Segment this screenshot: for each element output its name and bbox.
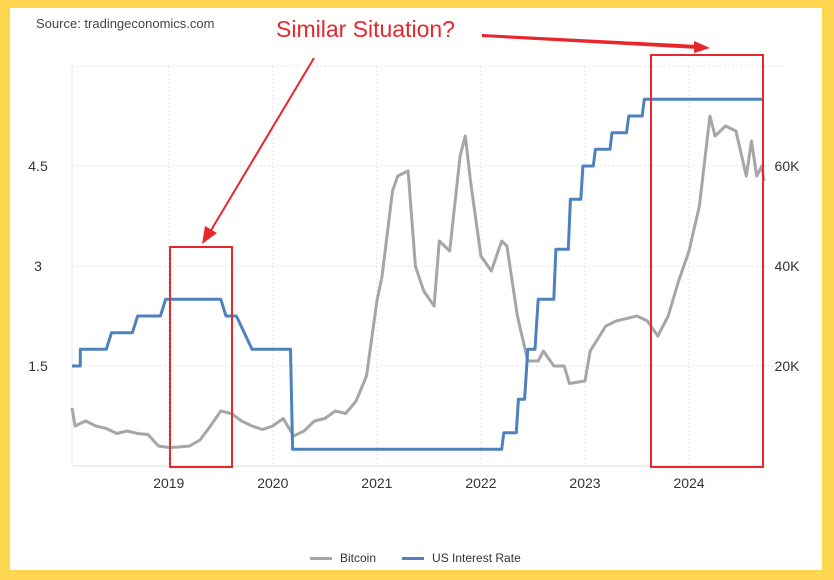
y-left-tick-label: 4.5 bbox=[28, 158, 48, 174]
annotations bbox=[169, 34, 764, 468]
legend-swatch bbox=[310, 556, 332, 560]
highlight-box-2024 bbox=[650, 54, 764, 468]
y-left-tick-label: 1.5 bbox=[28, 358, 48, 374]
grid bbox=[71, 65, 785, 467]
x-tick-label: 2019 bbox=[153, 475, 184, 491]
x-tick-label: 2020 bbox=[257, 475, 288, 491]
arrowhead-right bbox=[694, 41, 710, 53]
y-right-tick-label: 40K bbox=[775, 258, 801, 274]
legend: Bitcoin US Interest Rate bbox=[310, 551, 521, 565]
legend-item-rate[interactable]: US Interest Rate bbox=[402, 551, 521, 565]
series-line-bitcoin bbox=[70, 114, 766, 449]
arrowhead-left bbox=[202, 226, 217, 244]
annotation-title: Similar Situation? bbox=[276, 16, 455, 42]
y-right-tick-label: 20K bbox=[775, 358, 801, 374]
legend-label: US Interest Rate bbox=[432, 551, 521, 565]
legend-swatch bbox=[402, 556, 425, 560]
series-line-us-interest-rate bbox=[72, 97, 762, 451]
x-tick-label: 2022 bbox=[465, 475, 496, 491]
y-left-tick-label: 3 bbox=[34, 258, 42, 274]
arrow-line-left bbox=[209, 57, 315, 233]
source-label: Source: tradingeconomics.com bbox=[36, 16, 215, 31]
series-lines bbox=[70, 97, 766, 451]
chart-panel bbox=[10, 8, 822, 570]
legend-label: Bitcoin bbox=[340, 551, 377, 565]
x-tick-label: 2024 bbox=[673, 475, 704, 491]
ticks: 2019 2020 2021 2022 2023 2024 1.5 3 4.5 20K 40K 60K bbox=[28, 158, 800, 491]
x-tick-label: 2021 bbox=[361, 475, 392, 491]
arrow-line-right bbox=[482, 34, 698, 49]
x-tick-label: 2023 bbox=[569, 475, 600, 491]
highlight-box-2019 bbox=[169, 246, 233, 468]
legend-item-bitcoin[interactable]: Bitcoin bbox=[310, 551, 376, 565]
y-right-tick-label: 60K bbox=[775, 158, 801, 174]
